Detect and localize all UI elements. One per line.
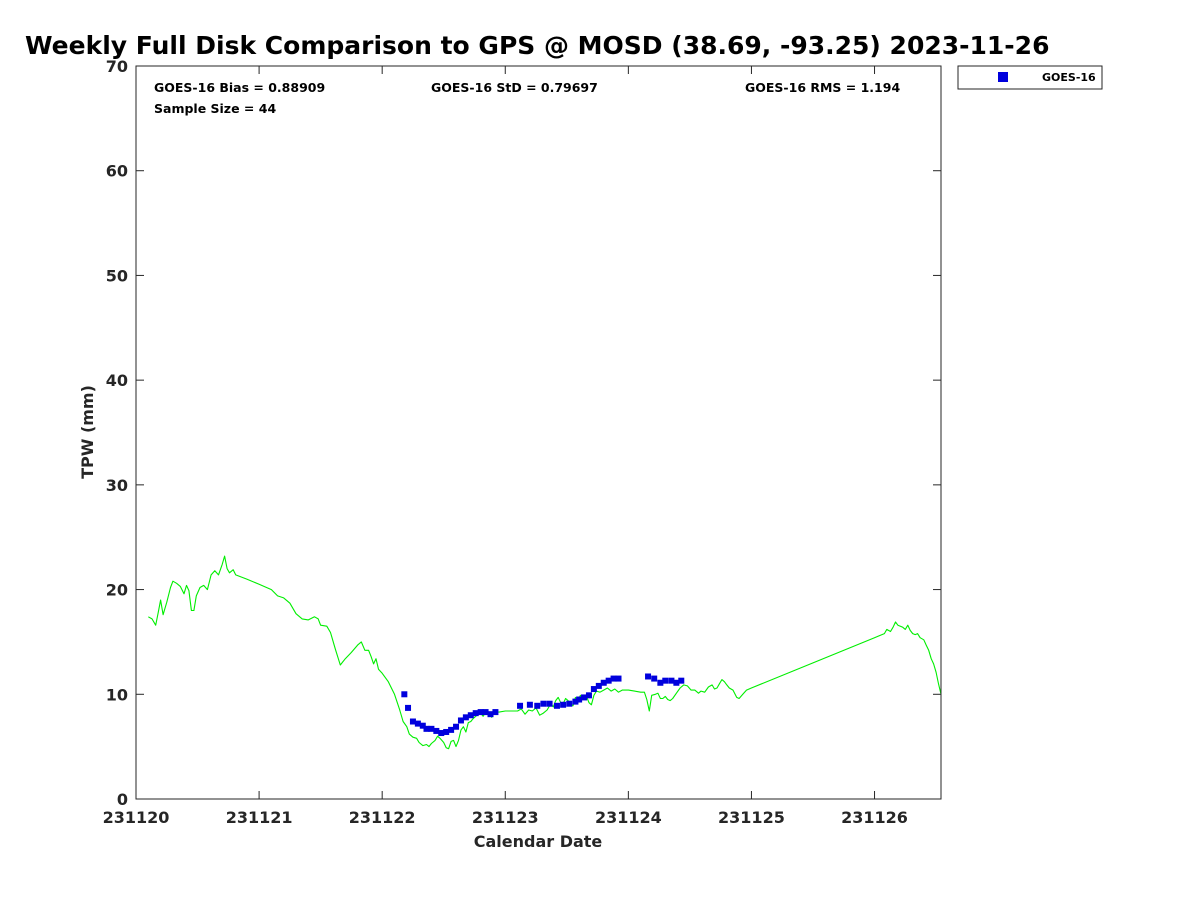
goes-16-point	[673, 679, 680, 686]
rms-stat: GOES-16 RMS = 1.194	[745, 80, 900, 95]
x-tick-label: 231122	[349, 808, 416, 827]
goes-16-point	[668, 677, 675, 684]
gps-line	[148, 555, 942, 750]
goes-16-point	[605, 677, 612, 684]
goes-16-series	[401, 673, 685, 737]
goes-16-point	[553, 702, 560, 709]
x-axis-label: Calendar Date	[474, 832, 603, 851]
x-tick-label: 231123	[472, 808, 539, 827]
goes-16-point	[595, 682, 602, 689]
legend: GOES-16	[957, 65, 1103, 90]
x-tick-label: 231125	[718, 808, 785, 827]
goes-16-point	[678, 677, 685, 684]
plot-area-frame	[135, 65, 942, 800]
goes-16-point	[615, 675, 622, 682]
goes-16-point	[477, 709, 484, 716]
std-stat: GOES-16 StD = 0.79697	[431, 80, 598, 95]
goes-16-point	[457, 717, 464, 724]
goes-16-point	[472, 710, 479, 717]
goes-16-point	[540, 700, 547, 707]
goes-16-point	[662, 677, 669, 684]
x-tick-label: 231121	[226, 808, 293, 827]
bias-stat: GOES-16 Bias = 0.88909	[154, 80, 325, 95]
goes-16-point	[546, 700, 553, 707]
y-tick-label: 50	[106, 266, 128, 285]
legend-label: GOES-16	[1042, 71, 1096, 84]
tick-layer: 231120 231121 231122 231123 231124 231125 2311…	[103, 57, 941, 827]
goes-16-point	[566, 700, 573, 707]
y-tick-label: 40	[106, 371, 128, 390]
x-tick-label: 231126	[841, 808, 908, 827]
y-tick-label: 20	[106, 581, 128, 600]
goes-16-point	[576, 696, 583, 703]
x-tick-label: 231124	[595, 808, 662, 827]
goes-16-point	[585, 692, 592, 699]
y-tick-label: 0	[117, 790, 128, 809]
sample-size-stat: Sample Size = 44	[154, 101, 276, 116]
y-axis-label: TPW (mm)	[78, 385, 97, 479]
goes-16-point	[438, 730, 445, 737]
goes-16-point	[600, 679, 607, 686]
goes-16-point	[492, 709, 499, 716]
goes-16-point	[534, 702, 541, 709]
goes-16-point	[409, 718, 416, 725]
goes-16-point	[657, 679, 664, 686]
goes-16-point	[590, 686, 597, 693]
goes-16-point	[526, 701, 533, 708]
goes-16-point	[651, 675, 658, 682]
goes-16-point	[517, 702, 524, 709]
y-tick-label: 10	[106, 685, 128, 704]
goes-16-point	[610, 675, 617, 682]
goes-16-point	[453, 723, 460, 730]
legend-box	[957, 65, 1103, 90]
goes-16-point	[462, 714, 469, 721]
goes-16-point	[482, 709, 489, 716]
goes-16-point	[581, 694, 588, 701]
goes-16-point	[401, 691, 408, 698]
legend-marker	[998, 72, 1008, 82]
chart-title: Weekly Full Disk Comparison to GPS @ MOS…	[25, 31, 1049, 60]
y-tick-label: 30	[106, 476, 128, 495]
goes-16-point	[487, 711, 494, 718]
goes-16-point	[443, 728, 450, 735]
x-tick-label: 231120	[103, 808, 170, 827]
goes-16-point	[419, 722, 426, 729]
goes-16-point	[572, 698, 579, 705]
y-tick-label: 70	[106, 57, 128, 76]
gps-series	[148, 555, 942, 750]
goes-16-point	[428, 725, 435, 732]
y-tick-label: 60	[106, 162, 128, 181]
goes-16-point	[448, 726, 455, 733]
goes-16-point	[560, 701, 567, 708]
goes-16-point	[433, 727, 440, 734]
goes-16-point	[645, 673, 652, 680]
goes-16-point	[467, 712, 474, 719]
goes-16-point	[414, 720, 421, 727]
goes-16-point	[405, 704, 412, 711]
goes-16-point	[423, 725, 430, 732]
